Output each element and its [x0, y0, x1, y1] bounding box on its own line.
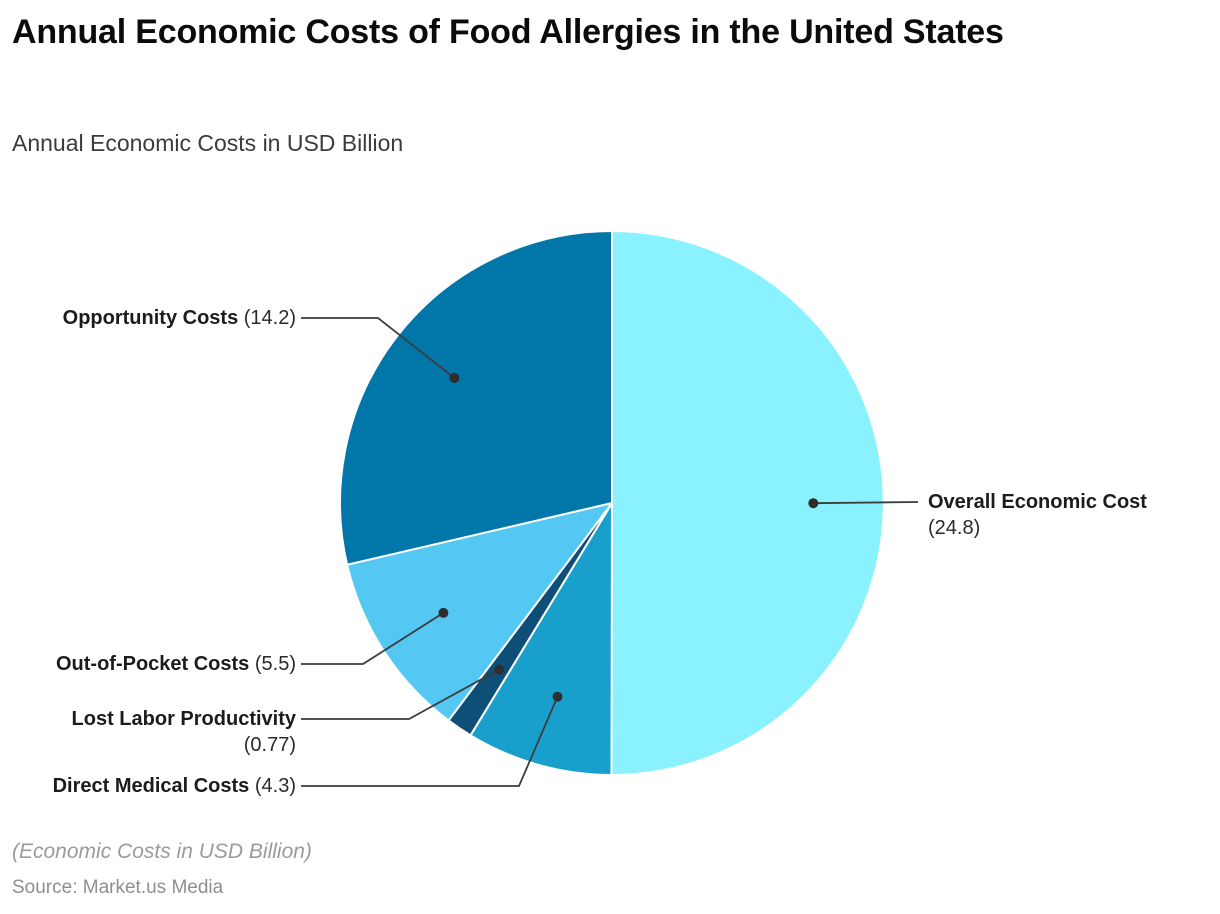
slice-value: (14.2) — [243, 307, 296, 329]
leader-line-out-of-pocket-costs — [301, 612, 444, 665]
slice-label-direct-medical-costs: Direct Medical Costs (4.3) — [53, 773, 296, 799]
chart-title: Annual Economic Costs of Food Allergies … — [12, 13, 1004, 51]
slice-label-text: Opportunity Costs — [62, 307, 239, 329]
slice-label-text: Direct Medical Costs — [52, 775, 250, 797]
slice-value: (24.8) — [928, 517, 981, 539]
slice-label-lost-labor-productivity: Lost Labor Productivity (0.77) — [72, 706, 296, 758]
chart-subtitle: Annual Economic Costs in USD Billion — [12, 130, 404, 156]
slice-label-out-of-pocket-costs: Out-of-Pocket Costs (5.5) — [56, 651, 296, 677]
slice-label-text: Overall Economic Cost — [928, 491, 1147, 513]
marker-dot-lost-labor-productivity — [494, 664, 505, 675]
leader-line-direct-medical-costs — [301, 696, 559, 787]
marker-dot-opportunity-costs — [449, 372, 460, 383]
leader-line-lost-labor-productivity — [301, 668, 500, 720]
slice-value: (5.5) — [254, 653, 296, 675]
slice-label-overall-economic-cost: Overall Economic Cost (24.8) — [928, 489, 1147, 541]
marker-dot-direct-medical-costs — [552, 691, 563, 702]
pie-slice-direct-medical-costs[interactable] — [469, 502, 613, 776]
slice-label-opportunity-costs: Opportunity Costs (14.2) — [63, 305, 296, 331]
slice-value: (0.77) — [243, 734, 296, 756]
slice-label-text: Lost Labor Productivity — [71, 708, 296, 730]
marker-dot-out-of-pocket-costs — [438, 607, 449, 618]
chart-footnote: (Economic Costs in USD Billion) — [12, 840, 312, 863]
marker-dot-overall-economic-cost — [808, 498, 819, 509]
slice-label-text: Out-of-Pocket Costs — [55, 653, 250, 675]
slice-value: (4.3) — [254, 775, 296, 797]
leader-line-overall-economic-cost — [813, 501, 919, 505]
leader-line-opportunity-costs — [301, 317, 455, 379]
chart-source: Source: Market.us Media — [12, 877, 224, 898]
